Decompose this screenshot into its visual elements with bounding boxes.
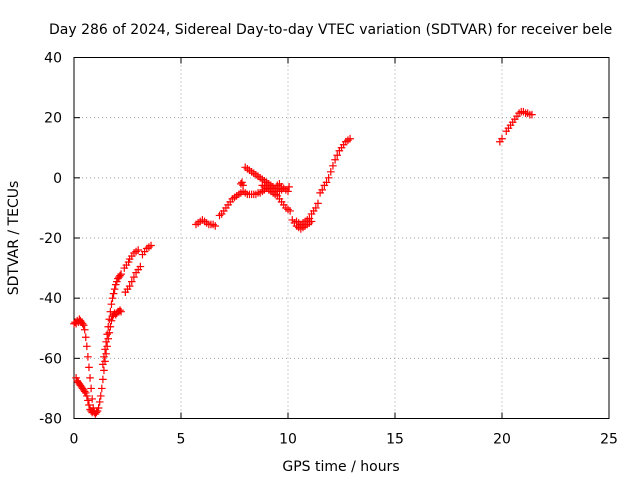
data-point xyxy=(106,307,115,316)
data-point xyxy=(95,398,104,406)
data-point xyxy=(116,306,124,314)
data-point xyxy=(84,396,92,405)
data-point xyxy=(239,181,247,190)
y-tick-label: -40 xyxy=(39,291,62,307)
gridlines xyxy=(74,57,609,419)
x-tick-label: 10 xyxy=(279,432,297,448)
data-point xyxy=(99,375,107,384)
data-point xyxy=(134,246,142,254)
data-point xyxy=(87,384,95,393)
axis-ticks: 0 5 10 15 20 25 -80 -60 -40 -20 0 20 40 xyxy=(39,51,618,448)
data-point xyxy=(136,262,145,271)
data-point xyxy=(110,285,119,293)
data-point xyxy=(83,342,91,351)
data-point xyxy=(98,384,106,393)
data-points xyxy=(70,107,536,418)
data-point xyxy=(103,330,111,339)
data-point xyxy=(147,241,155,250)
data-point xyxy=(211,222,220,230)
data-point xyxy=(109,289,118,298)
data-point xyxy=(86,374,94,382)
data-point xyxy=(117,307,125,316)
data-point xyxy=(346,134,354,143)
data-point xyxy=(305,214,314,223)
x-tick-label: 0 xyxy=(70,432,79,448)
data-point xyxy=(498,134,506,143)
data-point xyxy=(101,345,109,354)
data-point xyxy=(285,183,293,191)
data-point xyxy=(331,155,339,164)
data-point xyxy=(238,178,246,187)
data-point xyxy=(108,294,117,302)
data-point xyxy=(81,333,90,342)
data-point xyxy=(107,300,116,308)
data-point xyxy=(277,183,286,191)
x-tick-label: 25 xyxy=(600,432,618,448)
y-tick-label: 40 xyxy=(44,51,62,67)
data-point xyxy=(284,187,292,196)
data-point xyxy=(104,322,113,331)
x-tick-label: 15 xyxy=(386,432,404,448)
data-point xyxy=(94,404,103,412)
data-point xyxy=(99,360,107,369)
x-tick-label: 5 xyxy=(177,432,186,448)
data-point xyxy=(286,207,294,215)
data-point xyxy=(314,199,322,208)
data-point xyxy=(96,392,105,400)
data-point xyxy=(84,353,92,361)
y-tick-label: 0 xyxy=(53,171,62,187)
y-tick-label: -20 xyxy=(39,231,62,247)
data-point xyxy=(80,325,89,334)
data-point xyxy=(72,374,80,382)
y-tick-label: -80 xyxy=(39,412,62,428)
data-point xyxy=(125,282,134,290)
data-point xyxy=(81,389,90,397)
data-point xyxy=(322,178,331,187)
data-point xyxy=(113,277,121,286)
data-point xyxy=(100,366,108,375)
x-axis-label: GPS time / hours xyxy=(282,459,399,475)
data-point xyxy=(124,258,133,266)
data-point xyxy=(80,387,89,396)
data-point xyxy=(79,321,88,330)
data-point xyxy=(88,408,96,417)
data-point xyxy=(100,353,108,361)
data-point xyxy=(78,319,87,328)
data-point xyxy=(127,277,136,286)
y-tick-label: -60 xyxy=(39,351,62,367)
data-point xyxy=(88,395,96,403)
x-tick-label: 20 xyxy=(493,432,511,448)
data-point xyxy=(85,401,93,409)
data-point xyxy=(528,110,536,119)
data-point xyxy=(116,271,124,280)
data-point xyxy=(89,407,98,415)
data-point xyxy=(329,162,337,170)
chart-title: Day 286 of 2024, Sidereal Day-to-day VTE… xyxy=(49,22,612,38)
data-point xyxy=(318,186,327,194)
data-point xyxy=(312,204,320,212)
data-point xyxy=(102,337,110,346)
y-tick-label: 20 xyxy=(44,111,62,127)
data-point xyxy=(333,151,342,160)
data-point xyxy=(130,273,138,281)
data-point xyxy=(111,280,120,289)
data-point xyxy=(327,168,335,176)
y-axis-label: SDTVAR / TECUs xyxy=(6,181,22,296)
data-point xyxy=(105,315,114,324)
data-point xyxy=(83,392,91,400)
data-point xyxy=(117,270,125,278)
data-point xyxy=(85,363,93,372)
data-point xyxy=(324,174,333,182)
